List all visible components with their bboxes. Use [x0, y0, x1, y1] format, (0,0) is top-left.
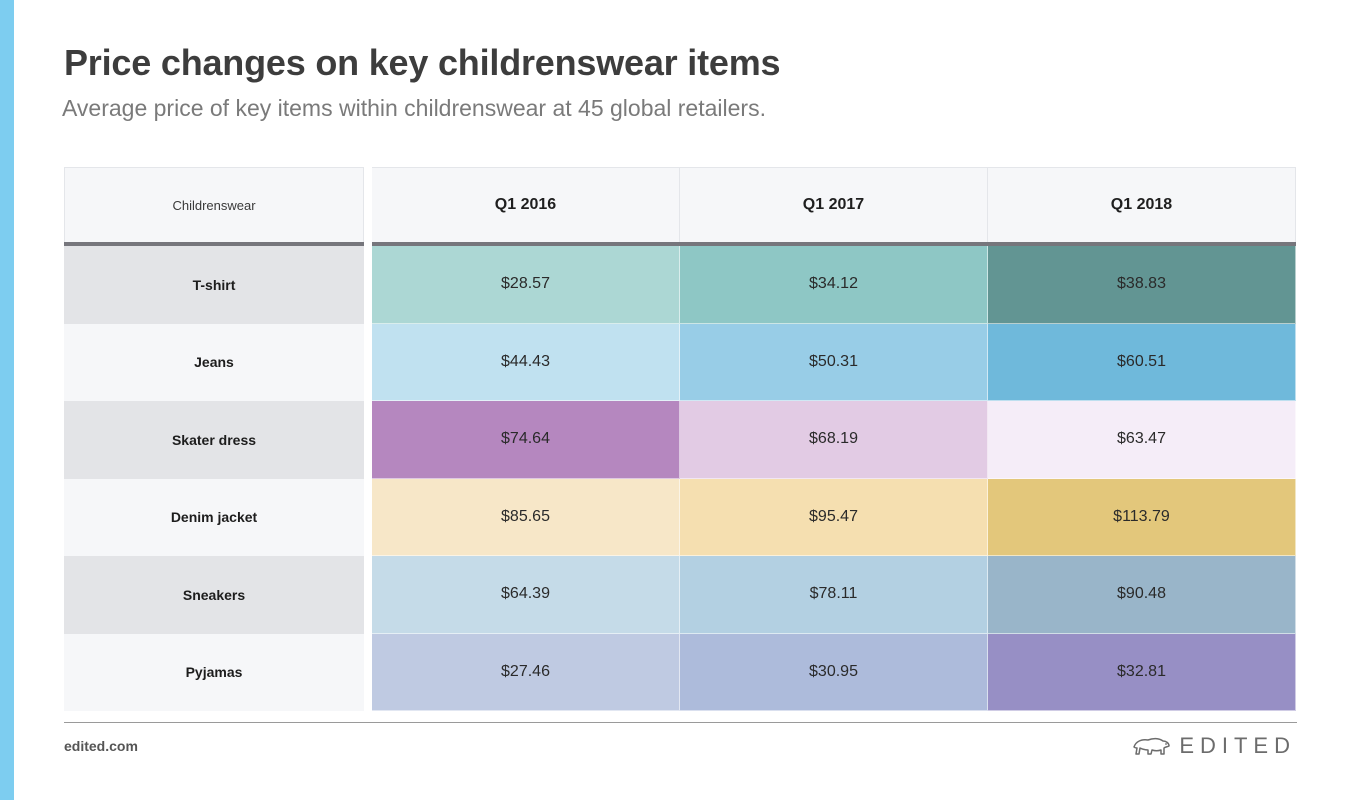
- heatmap-value-label: $90.48: [1117, 585, 1166, 603]
- column-header-cell: Q1 2016: [372, 167, 680, 242]
- header-underline-rule: [64, 242, 364, 246]
- row-label-cell: Skater dress: [64, 401, 364, 479]
- heatmap-value-label: $34.12: [809, 275, 858, 293]
- heatmap-table: Childrenswear Q1 2016 Q1 2017 Q1 2018 T-shir…: [64, 167, 1297, 711]
- heatmap-value-cell: $50.31: [680, 323, 988, 401]
- heatmap-value-label: $44.43: [501, 352, 550, 370]
- column-header-cell: Q1 2017: [680, 167, 988, 242]
- brand-name: EDITED: [1179, 733, 1296, 758]
- column-header-label: Q1 2017: [802, 196, 865, 213]
- heatmap-value-cell: $95.47: [680, 478, 988, 556]
- accent-side-bar: [0, 0, 14, 800]
- heatmap-value-cell: $78.11: [680, 556, 988, 634]
- heatmap-value-label: $95.47: [809, 507, 858, 525]
- header-underline-rule: [372, 242, 1296, 246]
- heatmap-value-label: $50.31: [809, 352, 858, 370]
- row-label: Denim jacket: [170, 509, 258, 526]
- heatmap-value-label: $60.51: [1117, 352, 1166, 370]
- heatmap-value-cell: $85.65: [372, 478, 680, 556]
- heatmap-value-label: $74.64: [501, 430, 550, 448]
- footer-divider: [64, 722, 1297, 723]
- heatmap-value-label: $38.83: [1117, 275, 1166, 293]
- heatmap-value-cell: $90.48: [988, 556, 1296, 634]
- heatmap-value-cell: $44.43: [372, 323, 680, 401]
- chart-subtitle: Average price of key items within childr…: [62, 95, 766, 121]
- heatmap-value-cell: $74.64: [372, 401, 680, 479]
- heatmap-value-cell: $113.79: [988, 478, 1296, 556]
- column-header-label: Q1 2018: [1110, 196, 1173, 213]
- heatmap-value-label: $78.11: [809, 585, 858, 603]
- heatmap-value-cell: $28.57: [372, 246, 680, 324]
- heatmap-value-label: $113.79: [1113, 507, 1170, 525]
- heatmap-value-cell: $34.12: [680, 246, 988, 324]
- corner-header-label: Childrenswear: [172, 197, 256, 213]
- heatmap-value-cell: $38.83: [988, 246, 1296, 324]
- heatmap-value-cell: $30.95: [680, 633, 988, 711]
- heatmap-value-label: $63.47: [1117, 430, 1166, 448]
- heatmap-value-label: $28.57: [501, 275, 550, 293]
- brand-logo: EDITED: [1131, 733, 1296, 759]
- row-label: Sneakers: [182, 586, 246, 603]
- row-label-cell: Sneakers: [64, 556, 364, 634]
- polar-bear-icon: [1131, 733, 1171, 759]
- column-header-label: Q1 2016: [494, 196, 557, 213]
- column-header-cell: Q1 2018: [988, 167, 1296, 242]
- heatmap-value-cell: $27.46: [372, 633, 680, 711]
- corner-header-cell: Childrenswear: [64, 167, 364, 242]
- heatmap-value-label: $27.46: [501, 662, 550, 680]
- chart-title: Price changes on key childrenswear items: [64, 42, 781, 83]
- row-label-cell: Pyjamas: [64, 633, 364, 711]
- heatmap-value-cell: $60.51: [988, 323, 1296, 401]
- row-label: Pyjamas: [185, 664, 243, 681]
- heatmap-value-label: $30.95: [809, 662, 858, 680]
- row-label-cell: Denim jacket: [64, 478, 364, 556]
- heatmap-value-label: $85.65: [501, 507, 550, 525]
- row-label-cell: Jeans: [64, 323, 364, 401]
- heatmap-value-label: $32.81: [1117, 662, 1166, 680]
- heatmap-value-cell: $68.19: [680, 401, 988, 479]
- row-label-cell: T-shirt: [64, 246, 364, 324]
- heatmap-value-cell: $63.47: [988, 401, 1296, 479]
- row-label: Skater dress: [171, 431, 257, 448]
- heatmap-value-label: $68.19: [809, 430, 858, 448]
- footer-site-link[interactable]: edited.com: [64, 738, 138, 754]
- row-label: Jeans: [194, 354, 234, 371]
- heatmap-value-cell: $64.39: [372, 556, 680, 634]
- row-label: T-shirt: [192, 276, 236, 293]
- heatmap-value-cell: $32.81: [988, 633, 1296, 711]
- heatmap-value-label: $64.39: [501, 585, 550, 603]
